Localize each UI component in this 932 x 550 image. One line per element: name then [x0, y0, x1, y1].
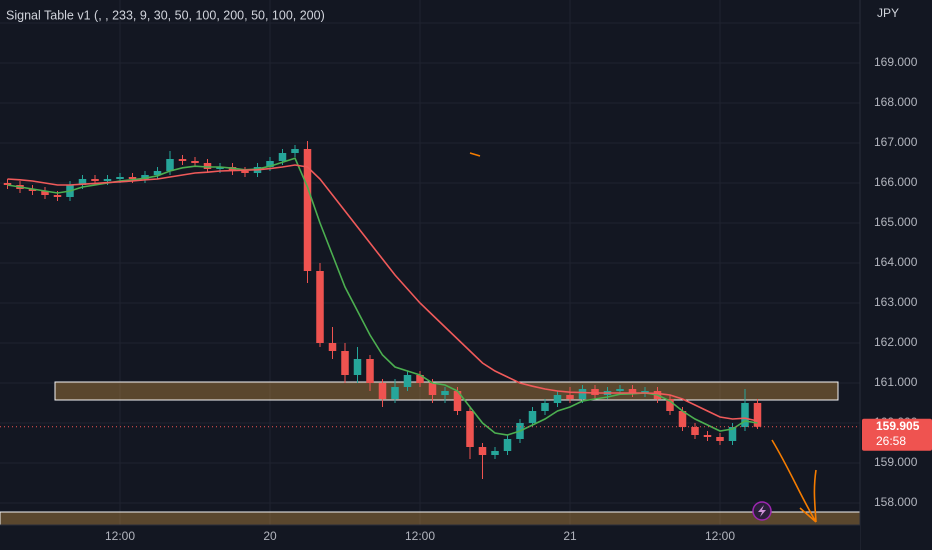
- candle-body: [316, 271, 324, 343]
- candle-body: [41, 191, 49, 195]
- candle-body: [191, 161, 199, 163]
- y-tick-label: 163.000: [874, 295, 918, 309]
- y-tick-label: 165.000: [874, 215, 918, 229]
- candle-body: [341, 351, 349, 375]
- candle-body: [53, 195, 62, 197]
- y-tick-label: 164.000: [874, 255, 918, 269]
- candle-body: [441, 391, 449, 395]
- candle-body: [416, 375, 424, 383]
- candle-body: [278, 153, 287, 161]
- candle-body: [203, 163, 212, 169]
- candle-body: [291, 149, 299, 153]
- candle-body: [566, 395, 574, 399]
- chart-title: Signal Table v1 (, , 233, 9, 30, 50, 100…: [6, 8, 325, 22]
- y-tick-label: 159.000: [874, 455, 918, 469]
- x-tick-label: 12:00: [405, 529, 435, 543]
- y-tick-label: 169.000: [874, 55, 918, 69]
- candle-body: [28, 189, 37, 191]
- candle-body: [266, 161, 274, 167]
- candle-body: [141, 175, 149, 179]
- candle-body: [553, 395, 562, 403]
- candle-body: [578, 389, 587, 399]
- candle-body: [128, 177, 137, 179]
- candle-body: [703, 435, 712, 437]
- candle-body: [666, 399, 674, 411]
- candle-body: [741, 403, 749, 427]
- currency-bg: [862, 4, 932, 26]
- y-tick-label: 161.000: [874, 375, 918, 389]
- x-tick-label: 12:00: [705, 529, 735, 543]
- candle-body: [303, 149, 312, 271]
- candle-body: [453, 391, 462, 411]
- candle-body: [503, 439, 512, 451]
- candle-body: [116, 177, 124, 179]
- x-tick-label: 20: [263, 529, 277, 543]
- candle-body: [491, 451, 499, 455]
- price-axis: [860, 0, 932, 550]
- candle-body: [353, 359, 362, 375]
- candle-body: [466, 411, 474, 447]
- y-tick-label: 168.000: [874, 95, 918, 109]
- candle-body: [591, 389, 599, 395]
- candle-body: [78, 179, 87, 185]
- alert-bolt: [758, 505, 766, 517]
- y-tick-label: 158.000: [874, 495, 918, 509]
- y-tick-label: 167.000: [874, 135, 918, 149]
- time-axis: [0, 525, 860, 550]
- countdown: 26:58: [876, 434, 906, 448]
- candle-body: [403, 375, 412, 387]
- zone: [0, 511, 861, 526]
- y-tick-label: 162.000: [874, 335, 918, 349]
- candle-body: [378, 383, 387, 399]
- candle-body: [166, 159, 174, 171]
- drawing-arrow: [771, 439, 817, 523]
- candle-body: [216, 167, 224, 169]
- candle-body: [328, 343, 337, 351]
- x-tick-label: 21: [563, 529, 577, 543]
- currency: JPY: [877, 6, 899, 20]
- candle-body: [428, 383, 437, 395]
- y-tick-label: 166.000: [874, 175, 918, 189]
- axes: 158.000159.000160.000161.000162.000163.0…: [105, 15, 932, 543]
- candle-body: [753, 403, 762, 427]
- candle-body: [628, 389, 637, 393]
- candle-body: [478, 447, 487, 455]
- price-label-bg: [862, 418, 932, 451]
- candle-body: [3, 183, 12, 185]
- candle-body: [728, 427, 737, 441]
- candle-body: [391, 387, 399, 399]
- drawing-dash: [469, 152, 481, 157]
- candle-body: [541, 403, 549, 411]
- candle-body: [616, 389, 624, 391]
- candle-body: [103, 179, 112, 181]
- candle-body: [178, 159, 187, 161]
- price-label: 159.905: [876, 419, 920, 433]
- moving-average: [7, 164, 758, 422]
- candle-body: [366, 359, 374, 383]
- x-tick-label: 12:00: [105, 529, 135, 543]
- candle-body: [91, 179, 99, 181]
- candle-body: [641, 391, 649, 393]
- candle-body: [716, 437, 724, 441]
- candle-body: [691, 427, 699, 435]
- candle-body: [153, 171, 162, 175]
- candle-body: [241, 171, 249, 173]
- candle-body: [528, 411, 537, 423]
- candle-body: [678, 411, 687, 427]
